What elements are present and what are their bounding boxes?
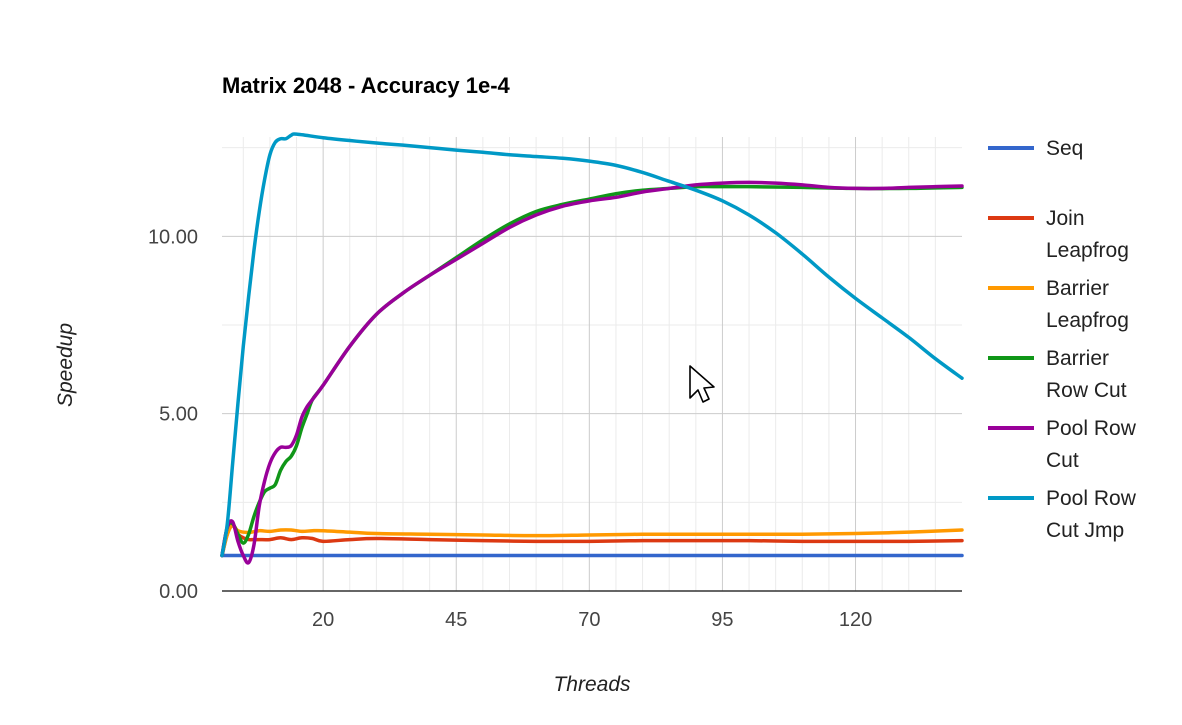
axes: 20 45 70 95 120 0.00 5.00 10.00	[148, 226, 962, 631]
x-tick-label: 120	[839, 609, 872, 631]
x-tick-label: 70	[578, 609, 600, 631]
y-axis-title: Speedup	[54, 323, 77, 407]
grid	[222, 137, 962, 591]
series-line-pool-row-cut-jmp	[220, 132, 964, 558]
series-line-join-leapfrog	[220, 523, 964, 558]
x-tick-label: 45	[445, 609, 467, 631]
x-axis-title: Threads	[553, 673, 631, 696]
chart-title: Matrix 2048 - Accuracy 1e-4	[222, 73, 511, 98]
y-tick-label: 0.00	[159, 581, 198, 603]
y-tick-label: 10.00	[148, 226, 198, 248]
y-tick-label: 5.00	[159, 404, 198, 426]
legend-label-join-leapfrog: Join Leapfrog	[1046, 207, 1129, 262]
legend-label-barrier-row-cut: Barrier Row Cut	[1046, 347, 1127, 402]
x-tick-label: 20	[312, 609, 334, 631]
legend-label-seq: Seq	[1046, 137, 1083, 160]
legend-label-barrier-leapfrog: Barrier Leapfrog	[1046, 277, 1129, 332]
series-lines	[220, 132, 964, 565]
legend: Seq Join Leapfrog Barrier Leapfrog Barrier Row…	[988, 137, 1137, 542]
x-tick-label: 95	[711, 609, 733, 631]
series-line-pool-row-cut	[220, 180, 964, 565]
legend-label-pool-row-cut-jmp: Pool Row Cut Jmp	[1046, 487, 1137, 542]
legend-label-pool-row-cut: Pool Row Cut	[1046, 417, 1137, 472]
mouse-cursor-icon	[689, 365, 715, 403]
